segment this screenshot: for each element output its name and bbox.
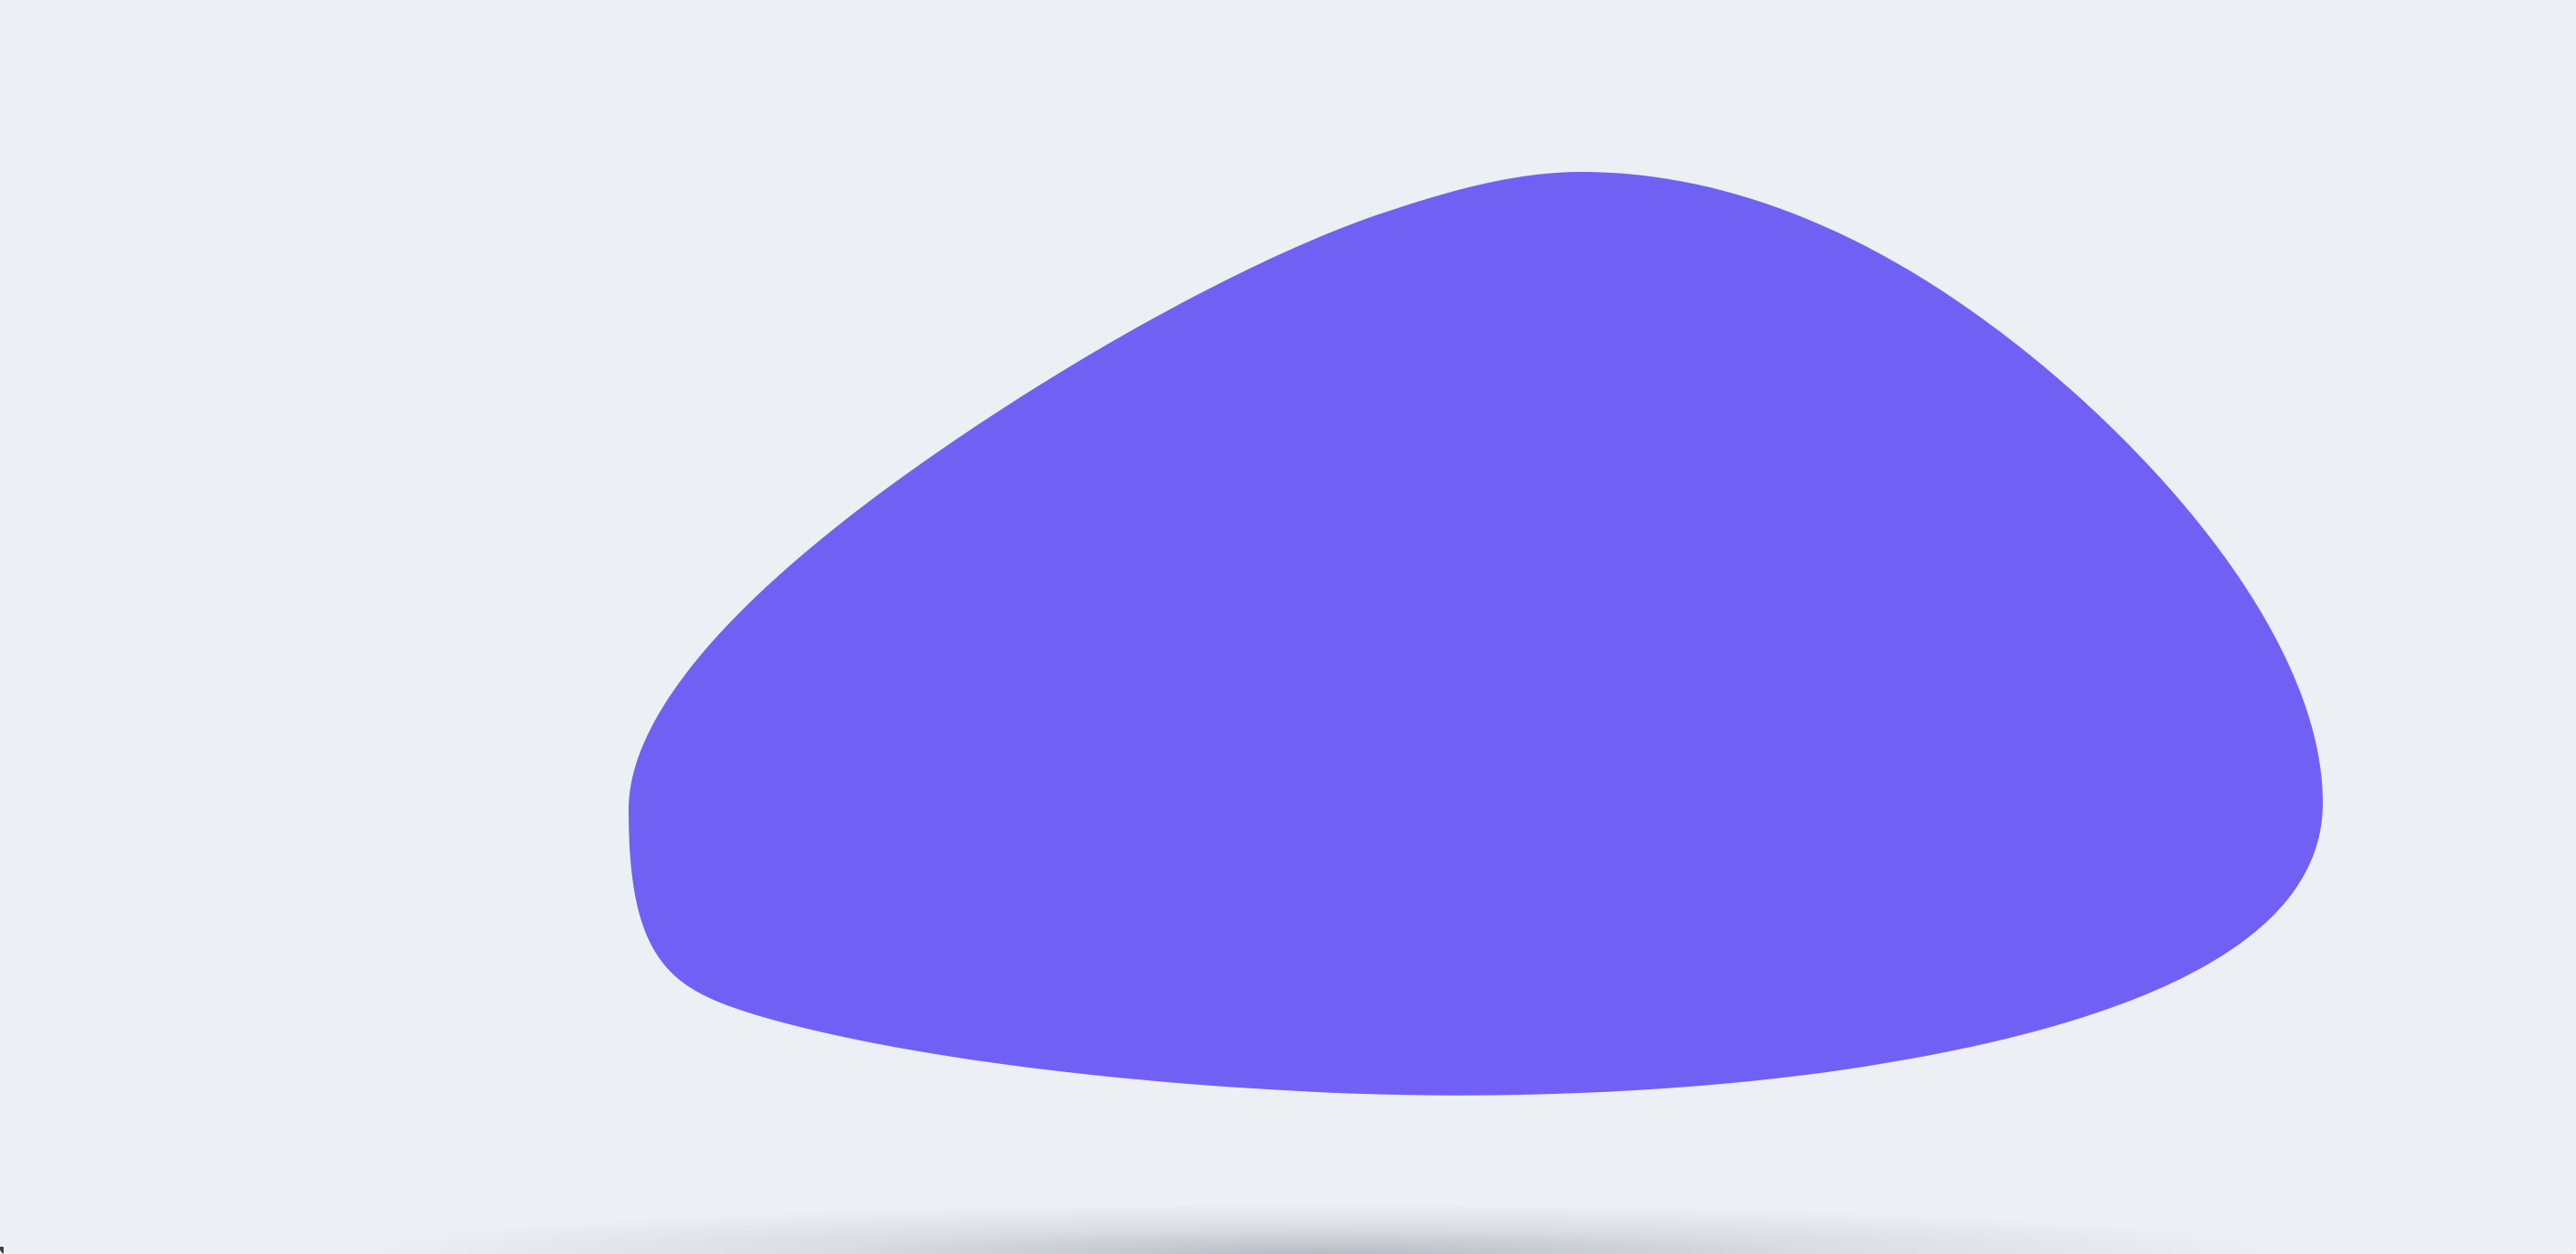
blob-shape bbox=[629, 172, 2324, 1096]
window-corner bbox=[0, 1247, 4, 1254]
